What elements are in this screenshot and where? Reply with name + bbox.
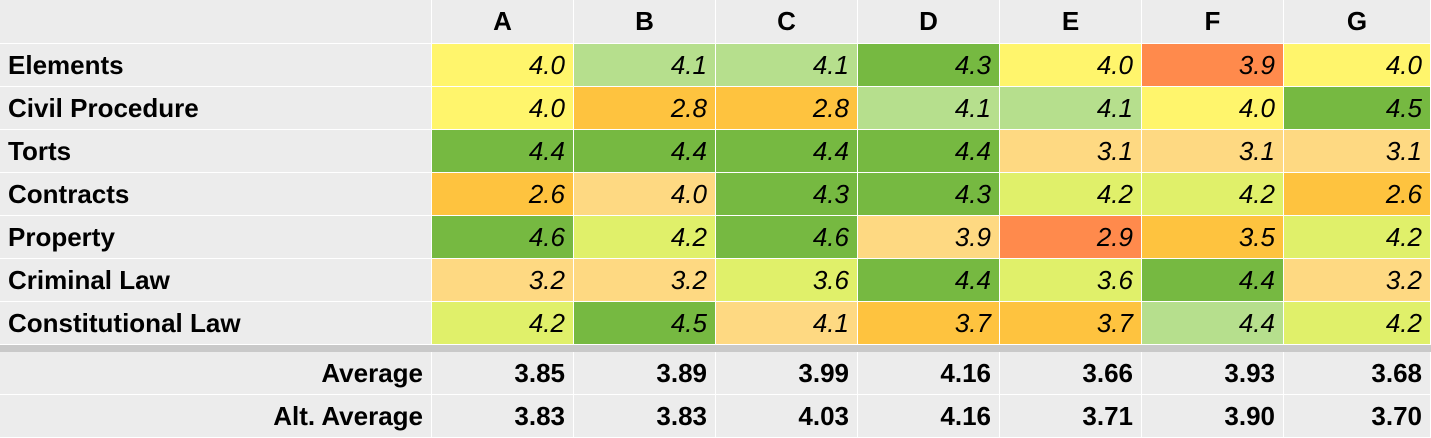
summary-value: 3.83 — [432, 395, 574, 438]
summary-value: 3.70 — [1284, 395, 1431, 438]
value-cell: 3.6 — [1000, 259, 1142, 302]
row-label: Torts — [0, 130, 432, 173]
value-cell: 2.8 — [716, 87, 858, 130]
summary-value: 4.16 — [858, 395, 1000, 438]
summary-value: 3.99 — [716, 352, 858, 395]
value-cell: 3.2 — [432, 259, 574, 302]
separator — [0, 345, 1431, 352]
value-cell: 4.1 — [716, 44, 858, 87]
value-cell: 4.6 — [432, 216, 574, 259]
summary-value: 4.03 — [716, 395, 858, 438]
value-cell: 4.4 — [1142, 259, 1284, 302]
summary-value: 3.71 — [1000, 395, 1142, 438]
value-cell: 4.2 — [1142, 173, 1284, 216]
column-header: C — [716, 0, 858, 44]
summary-value: 3.68 — [1284, 352, 1431, 395]
row-label: Constitutional Law — [0, 302, 432, 345]
summary-value: 4.16 — [858, 352, 1000, 395]
value-cell: 4.1 — [1000, 87, 1142, 130]
summary-value: 3.93 — [1142, 352, 1284, 395]
value-cell: 4.1 — [716, 302, 858, 345]
value-cell: 4.2 — [1284, 302, 1431, 345]
value-cell: 3.7 — [1000, 302, 1142, 345]
column-header: B — [574, 0, 716, 44]
value-cell: 4.3 — [716, 173, 858, 216]
summary-value: 3.90 — [1142, 395, 1284, 438]
column-header: A — [432, 0, 574, 44]
value-cell: 4.1 — [574, 44, 716, 87]
value-cell: 4.2 — [574, 216, 716, 259]
value-cell: 2.6 — [432, 173, 574, 216]
value-cell: 4.2 — [1000, 173, 1142, 216]
value-cell: 4.2 — [1284, 216, 1431, 259]
value-cell: 3.1 — [1142, 130, 1284, 173]
value-cell: 3.2 — [1284, 259, 1431, 302]
value-cell: 3.6 — [716, 259, 858, 302]
value-cell: 3.7 — [858, 302, 1000, 345]
summary-label: Alt. Average — [0, 395, 432, 438]
value-cell: 4.3 — [858, 173, 1000, 216]
summary-value: 3.85 — [432, 352, 574, 395]
value-cell: 4.1 — [858, 87, 1000, 130]
row-label: Contracts — [0, 173, 432, 216]
value-cell: 4.0 — [1000, 44, 1142, 87]
value-cell: 2.9 — [1000, 216, 1142, 259]
summary-label: Average — [0, 352, 432, 395]
value-cell: 4.4 — [858, 259, 1000, 302]
value-cell: 3.1 — [1000, 130, 1142, 173]
value-cell: 4.4 — [716, 130, 858, 173]
value-cell: 4.4 — [858, 130, 1000, 173]
value-cell: 4.5 — [1284, 87, 1431, 130]
column-header: E — [1000, 0, 1142, 44]
value-cell: 4.0 — [1284, 44, 1431, 87]
value-cell: 3.9 — [1142, 44, 1284, 87]
value-cell: 3.1 — [1284, 130, 1431, 173]
column-header: G — [1284, 0, 1431, 44]
row-label: Elements — [0, 44, 432, 87]
value-cell: 4.5 — [574, 302, 716, 345]
row-label: Property — [0, 216, 432, 259]
value-cell: 3.9 — [858, 216, 1000, 259]
value-cell: 4.0 — [574, 173, 716, 216]
value-cell: 4.0 — [432, 87, 574, 130]
value-cell: 4.4 — [432, 130, 574, 173]
column-header: F — [1142, 0, 1284, 44]
row-label: Civil Procedure — [0, 87, 432, 130]
value-cell: 2.6 — [1284, 173, 1431, 216]
value-cell: 4.4 — [574, 130, 716, 173]
value-cell: 4.4 — [1142, 302, 1284, 345]
value-cell: 3.2 — [574, 259, 716, 302]
value-cell: 4.6 — [716, 216, 858, 259]
value-cell: 4.0 — [432, 44, 574, 87]
value-cell: 2.8 — [574, 87, 716, 130]
value-cell: 4.3 — [858, 44, 1000, 87]
value-cell: 4.0 — [1142, 87, 1284, 130]
summary-value: 3.83 — [574, 395, 716, 438]
value-cell: 4.2 — [432, 302, 574, 345]
value-cell: 3.5 — [1142, 216, 1284, 259]
summary-value: 3.89 — [574, 352, 716, 395]
corner-cell — [0, 0, 432, 44]
summary-value: 3.66 — [1000, 352, 1142, 395]
row-label: Criminal Law — [0, 259, 432, 302]
column-header: D — [858, 0, 1000, 44]
